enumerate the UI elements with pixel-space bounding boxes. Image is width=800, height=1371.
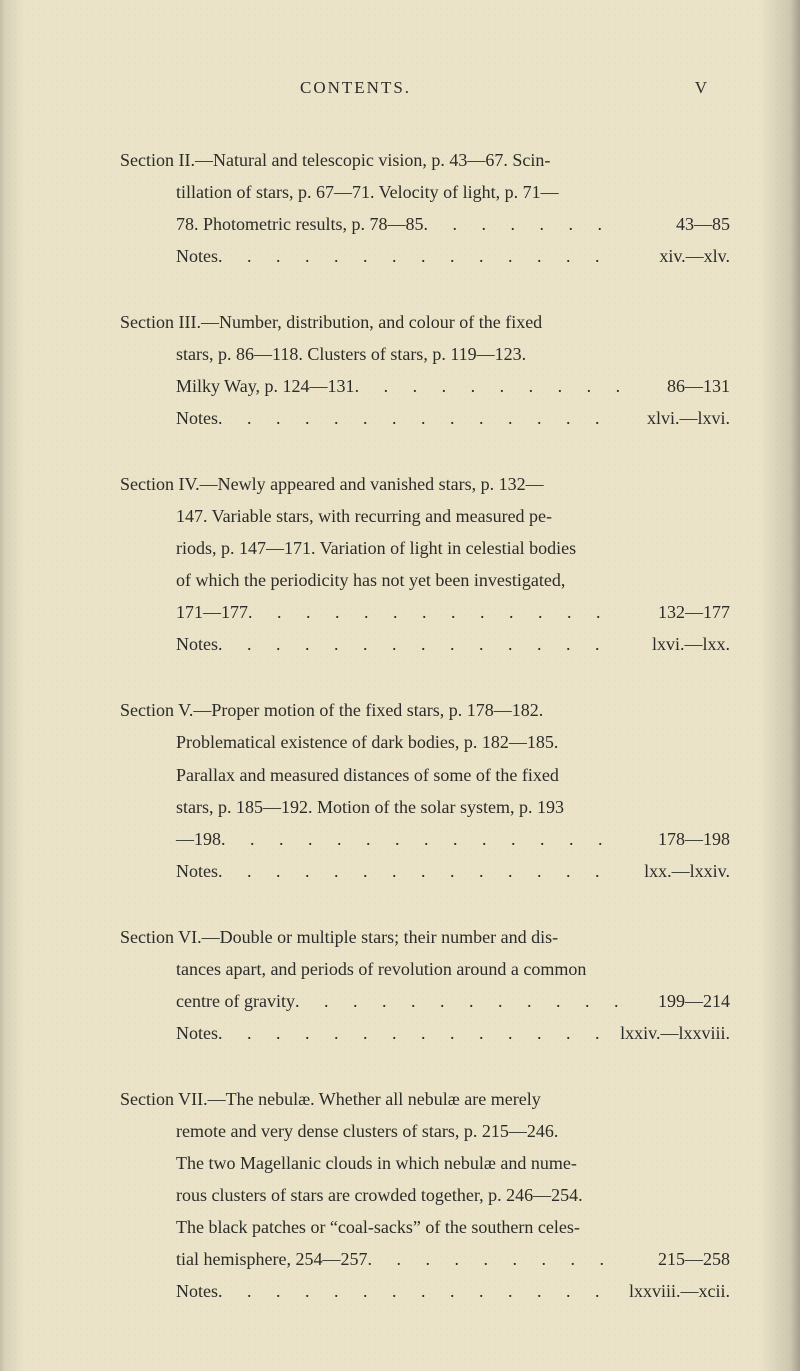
entry-text-cont: tances apart, and periods of revolution … [120, 953, 730, 985]
dot-leaders [221, 837, 620, 855]
dot-leaders [248, 610, 620, 628]
dot-leaders [218, 869, 620, 887]
entry-body-line: stars, p. 185—192. Motion of the solar s… [176, 797, 564, 817]
page-container: CONTENTS. V Section II.—Natural and tele… [0, 0, 800, 1371]
entry-body-tail: 171—177 [176, 596, 248, 628]
notes-pages: xiv.—xlv. [620, 240, 730, 272]
entry-body-line: Section IV.—Newly appeared and vanished … [120, 474, 544, 494]
running-title: CONTENTS. [300, 78, 411, 98]
entry-text-cont: The two Magellanic clouds in which nebul… [120, 1147, 730, 1179]
toc-entry: Section III.—Number, distribution, and c… [120, 306, 730, 434]
entry-pages: 199—214 [620, 985, 730, 1017]
entry-body-line: rous clusters of stars are crowded toget… [176, 1185, 583, 1205]
entry-body-line: stars, p. 86—118. Clusters of stars, p. … [176, 344, 526, 364]
entry-body-line: tances apart, and periods of revolution … [176, 959, 586, 979]
dot-leaders [218, 416, 620, 434]
entry-text-cont: Parallax and measured distances of some … [120, 759, 730, 791]
entry-last-row: —198 178—198 [120, 823, 730, 855]
notes-label: Notes [120, 1017, 218, 1049]
entry-body-tail: centre of gravity [176, 985, 295, 1017]
dot-leaders [355, 384, 620, 402]
entry-body-line: Section VII.—The nebulæ. Whether all neb… [120, 1089, 541, 1109]
entry-text: Section V.—Proper motion of the fixed st… [120, 694, 730, 726]
notes-label: Notes [120, 1275, 218, 1307]
entry-body-tail: tial hemisphere, 254—257 [176, 1243, 367, 1275]
notes-row: Notes xiv.—xlv. [120, 240, 730, 272]
dot-leaders [218, 1289, 620, 1307]
running-head: CONTENTS. V [120, 78, 730, 98]
toc-entry: Section II.—Natural and telescopic visio… [120, 144, 730, 272]
entry-last-row: tial hemisphere, 254—257 215—258 [120, 1243, 730, 1275]
entry-text-cont: tillation of stars, p. 67—71. Velocity o… [120, 176, 730, 208]
entry-body-line: Section II.—Natural and telescopic visio… [120, 150, 550, 170]
notes-row: Notes xlvi.—lxvi. [120, 402, 730, 434]
entry-last-row: Milky Way, p. 124—131 86—131 [120, 370, 730, 402]
entry-last-row: 171—177 132—177 [120, 596, 730, 628]
folio-number: V [695, 78, 708, 98]
entry-text-cont: rous clusters of stars are crowded toget… [120, 1179, 730, 1211]
toc-entry: Section IV.—Newly appeared and vanished … [120, 468, 730, 660]
dot-leaders [218, 642, 620, 660]
entry-pages: 43—85 [620, 208, 730, 240]
notes-label: Notes [120, 240, 218, 272]
dot-leaders [367, 1257, 620, 1275]
entry-last-row: centre of gravity 199—214 [120, 985, 730, 1017]
entry-pages: 215—258 [620, 1243, 730, 1275]
notes-pages: lxvi.—lxx. [620, 628, 730, 660]
entry-text-cont: riods, p. 147—171. Variation of light in… [120, 532, 730, 564]
entry-text-cont: 147. Variable stars, with recurring and … [120, 500, 730, 532]
notes-pages: lxx.—lxxiv. [620, 855, 730, 887]
entry-pages: 86—131 [620, 370, 730, 402]
notes-label: Notes [120, 402, 218, 434]
toc-entry: Section V.—Proper motion of the fixed st… [120, 694, 730, 886]
entry-body-line: The black patches or “coal-sacks” of the… [176, 1217, 580, 1237]
entry-body-line: remote and very dense clusters of stars,… [176, 1121, 558, 1141]
entry-body-line: Section III.—Number, distribution, and c… [120, 312, 542, 332]
entry-body-line: Problematical existence of dark bodies, … [176, 732, 558, 752]
dot-leaders [218, 254, 620, 272]
notes-pages: lxxviii.—xcii. [620, 1275, 730, 1307]
entry-pages: 132—177 [620, 596, 730, 628]
toc-entry: Section VI.—Double or multiple stars; th… [120, 921, 730, 1049]
entry-text-cont: Problematical existence of dark bodies, … [120, 726, 730, 758]
notes-row: Notes lxx.—lxxiv. [120, 855, 730, 887]
entry-pages: 178—198 [620, 823, 730, 855]
entry-text: Section VII.—The nebulæ. Whether all neb… [120, 1083, 730, 1115]
entry-body-line: Parallax and measured distances of some … [176, 765, 559, 785]
dot-leaders [218, 1031, 612, 1049]
notes-label: Notes [120, 628, 218, 660]
entry-body-tail: —198 [176, 823, 221, 855]
toc-entry: Section VII.—The nebulæ. Whether all neb… [120, 1083, 730, 1307]
entry-text: Section III.—Number, distribution, and c… [120, 306, 730, 338]
entry-body-line: tillation of stars, p. 67—71. Velocity o… [176, 182, 559, 202]
notes-label: Notes [120, 855, 218, 887]
entry-body-line: Section V.—Proper motion of the fixed st… [120, 700, 543, 720]
entry-body-line: riods, p. 147—171. Variation of light in… [176, 538, 576, 558]
notes-pages: xlvi.—lxvi. [620, 402, 730, 434]
dot-leaders [295, 999, 620, 1017]
entry-body-line: of which the periodicity has not yet bee… [176, 570, 565, 590]
entry-text: Section IV.—Newly appeared and vanished … [120, 468, 730, 500]
entry-text-cont: stars, p. 86—118. Clusters of stars, p. … [120, 338, 730, 370]
entry-body-line: The two Magellanic clouds in which nebul… [176, 1153, 577, 1173]
entry-text-cont: stars, p. 185—192. Motion of the solar s… [120, 791, 730, 823]
entry-body-line: Section VI.—Double or multiple stars; th… [120, 927, 558, 947]
notes-row: Notes lxxiv.—lxxviii. [120, 1017, 730, 1049]
entry-body-tail: Milky Way, p. 124—131 [176, 370, 355, 402]
entry-last-row: 78. Photometric results, p. 78—85 43—85 [120, 208, 730, 240]
entry-body-tail: 78. Photometric results, p. 78—85 [176, 208, 423, 240]
entry-text-cont: The black patches or “coal-sacks” of the… [120, 1211, 730, 1243]
notes-row: Notes lxvi.—lxx. [120, 628, 730, 660]
dot-leaders [423, 222, 620, 240]
entry-text: Section VI.—Double or multiple stars; th… [120, 921, 730, 953]
entry-text-cont: of which the periodicity has not yet bee… [120, 564, 730, 596]
notes-pages: lxxiv.—lxxviii. [612, 1017, 730, 1049]
entry-text: Section II.—Natural and telescopic visio… [120, 144, 730, 176]
notes-row: Notes lxxviii.—xcii. [120, 1275, 730, 1307]
entry-body-line: 147. Variable stars, with recurring and … [176, 506, 552, 526]
entry-text-cont: remote and very dense clusters of stars,… [120, 1115, 730, 1147]
